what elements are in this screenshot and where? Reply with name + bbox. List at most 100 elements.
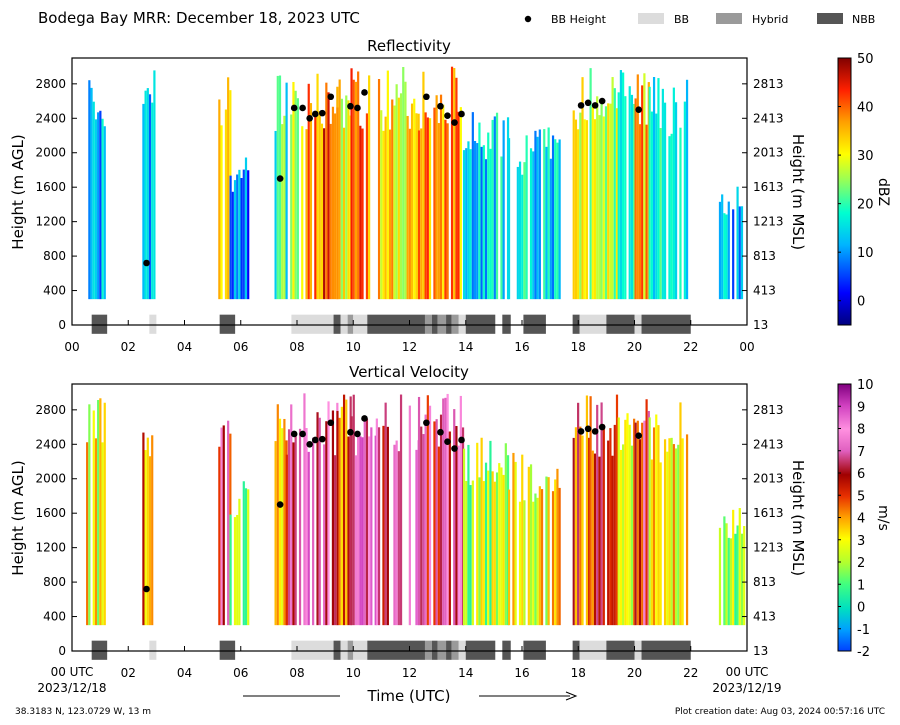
data-column-streak: [534, 130, 537, 300]
data-column-streak: [334, 113, 337, 300]
data-column-streak: [498, 463, 501, 626]
data-column-streak: [467, 444, 470, 626]
data-column-streak: [453, 68, 456, 300]
y-tick-label-left: 1200: [35, 215, 66, 229]
x-tick-label: 20: [627, 666, 642, 680]
classification-segment: [91, 640, 108, 660]
bb-height-point: [306, 114, 313, 122]
x-tick-label: 22: [683, 666, 698, 680]
x-start-label: 00 UTC: [51, 665, 94, 679]
data-column-streak: [547, 477, 550, 626]
x-tick-label: 02: [121, 666, 136, 680]
data-column-streak: [681, 438, 684, 626]
data-column-streak: [391, 99, 394, 300]
data-column-streak: [529, 464, 533, 626]
reflectivity-colorbar-label: dBZ: [875, 178, 891, 206]
data-column-streak: [294, 432, 297, 626]
data-column-streak: [685, 79, 689, 300]
data-column-streak: [577, 402, 580, 626]
footer-creation-date: Plot creation date: Aug 03, 2024 00:57:1…: [675, 707, 885, 717]
classification-segment: [502, 314, 511, 334]
bb-height-point: [423, 419, 430, 427]
data-column-streak: [422, 71, 425, 300]
x-axis-label: Time (UTC): [367, 687, 451, 705]
x-tick-label: 08: [289, 340, 304, 354]
data-column-streak: [611, 77, 614, 300]
data-column-streak: [609, 103, 612, 300]
bb-height-point: [276, 501, 284, 508]
data-column-streak: [368, 75, 371, 300]
classification-segment: [458, 640, 466, 660]
data-column-streak: [283, 418, 286, 626]
x-tick-label: 04: [177, 340, 192, 354]
data-column-streak: [487, 470, 490, 626]
data-column-streak: [628, 86, 631, 300]
classification-segment: [424, 640, 432, 660]
bb-height-point: [584, 99, 592, 107]
data-column-streak: [352, 79, 355, 300]
data-column-streak: [417, 396, 421, 626]
data-column-streak: [469, 485, 472, 626]
data-column-streak: [329, 123, 332, 300]
data-column-streak: [545, 146, 548, 300]
data-column-streak: [523, 162, 526, 300]
data-column-streak: [428, 118, 432, 300]
data-column-streak: [410, 103, 414, 300]
reflectivity-ylabel-left: Height (m AGL): [9, 134, 27, 249]
data-column-streak: [643, 73, 646, 300]
data-column-streak: [413, 98, 416, 300]
data-column-streak: [318, 417, 321, 626]
data-column-streak: [589, 68, 592, 300]
data-column-streak: [361, 128, 364, 300]
x-tick-label: 16: [514, 666, 529, 680]
classification-segment: [634, 640, 642, 660]
data-column-streak: [636, 420, 639, 626]
bb-height-point: [591, 102, 599, 109]
data-column-streak: [648, 417, 651, 626]
colorbar-tick-label: 5: [857, 489, 865, 504]
data-column-streak: [467, 141, 470, 300]
data-column-streak: [624, 419, 627, 626]
data-column-streak: [238, 498, 241, 626]
figure-title: Bodega Bay MRR: December 18, 2023 UTC: [38, 9, 360, 27]
classification-segment: [367, 314, 425, 334]
data-column-streak: [435, 95, 438, 300]
bb-height-point: [437, 102, 444, 110]
y-tick-label-right: 1613: [753, 180, 784, 194]
data-column-streak: [227, 77, 230, 300]
classification-segment: [333, 314, 341, 334]
classification-segment: [502, 640, 511, 660]
data-column-streak: [588, 437, 591, 626]
data-column-streak: [668, 438, 671, 626]
data-column-streak: [437, 123, 440, 300]
bb-height-point: [276, 175, 284, 182]
classification-segment: [353, 640, 368, 660]
data-column-streak: [478, 122, 481, 300]
data-column-streak: [723, 213, 726, 300]
bb-height-point: [598, 423, 606, 431]
classification-segment: [572, 314, 580, 334]
data-column-streak: [144, 450, 147, 626]
data-column-streak: [142, 432, 145, 626]
bb-height-point: [299, 430, 306, 438]
data-column-streak: [465, 148, 468, 300]
data-column-streak: [602, 116, 605, 300]
data-column-streak: [493, 481, 496, 626]
legend-label-nbb: NBB: [852, 13, 875, 26]
xlabel-arrow-head: [565, 691, 578, 701]
data-column-streak: [316, 412, 319, 626]
classification-segment: [432, 314, 438, 334]
classification-segment: [606, 314, 635, 334]
data-column-streak: [247, 170, 250, 300]
data-column-streak: [455, 77, 458, 300]
data-column-streak: [677, 444, 680, 626]
data-column-streak: [738, 206, 741, 300]
data-column-streak: [233, 180, 237, 300]
data-column-streak: [572, 437, 575, 626]
data-column-streak: [415, 449, 418, 626]
data-column-streak: [624, 96, 627, 300]
data-column-streak: [402, 67, 405, 300]
legend-bb-swatch: [638, 13, 664, 24]
data-column-streak: [340, 406, 343, 626]
data-column-streak: [536, 497, 539, 626]
